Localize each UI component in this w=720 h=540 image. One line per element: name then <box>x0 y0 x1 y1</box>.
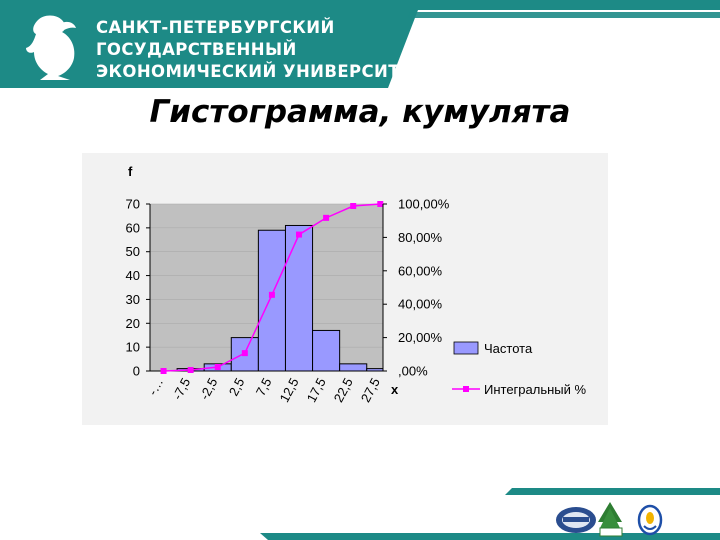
y-tick-label: 50 <box>126 244 140 259</box>
y2-tick-label: 60,00% <box>398 263 443 278</box>
x-tick-label: 7,5 <box>253 375 275 398</box>
cumulative-point <box>296 231 303 238</box>
header-bar <box>0 0 720 88</box>
y-tick-label: 30 <box>126 292 140 307</box>
legend-label-frequency: Частота <box>484 341 533 356</box>
histogram-bar <box>284 224 314 372</box>
y2-tick-label: 20,00% <box>398 330 443 345</box>
legend-marker-cumulative <box>463 386 469 392</box>
cumulative-point <box>268 291 275 298</box>
cumulative-point <box>323 214 330 221</box>
university-seal-icon <box>556 507 596 533</box>
y-axis-label: f <box>128 164 133 179</box>
legend-swatch-frequency <box>453 341 479 355</box>
slide-title: Гистограмма, кумулята <box>149 94 571 130</box>
legend-label-cumulative: Интегральный % <box>484 382 587 397</box>
y2-tick-label: 80,00% <box>398 230 443 245</box>
cumulative-point <box>214 363 221 370</box>
griffin-logo-icon <box>26 15 76 80</box>
university-name-line-3: ЭКОНОМИЧЕСКИЙ УНИВЕРСИТЕТ <box>96 62 424 81</box>
y2-tick-label: 100,00% <box>398 197 450 212</box>
y-tick-label: 0 <box>133 364 140 379</box>
hands-emblem-icon <box>637 504 663 536</box>
cumulative-point <box>160 368 167 374</box>
university-name-line-1: САНКТ-ПЕТЕРБУРГСКИЙ <box>96 18 335 37</box>
cumulative-point <box>241 350 248 357</box>
legend: Частота Интегральный % <box>452 341 587 397</box>
y2-tick-label: ,00% <box>398 364 428 379</box>
x-tick-label: 2,5 <box>226 375 248 398</box>
x-tick-label: -… <box>145 375 166 397</box>
y-tick-label: 60 <box>126 220 140 235</box>
y-tick-label: 10 <box>126 340 140 355</box>
histogram-bar <box>312 329 341 372</box>
y-tick-label: 20 <box>126 316 140 331</box>
y2-tick-label: 40,00% <box>398 297 443 312</box>
x-axis-label: x <box>391 382 399 397</box>
university-name-line-2: ГОСУДАРСТВЕННЫЙ <box>96 40 297 59</box>
cumulative-point <box>350 203 357 210</box>
cumulative-point <box>377 201 384 207</box>
tree-emblem-icon <box>598 502 623 537</box>
y-tick-label: 70 <box>126 197 140 212</box>
cumulative-point <box>187 366 194 373</box>
y-tick-label: 40 <box>126 268 140 283</box>
